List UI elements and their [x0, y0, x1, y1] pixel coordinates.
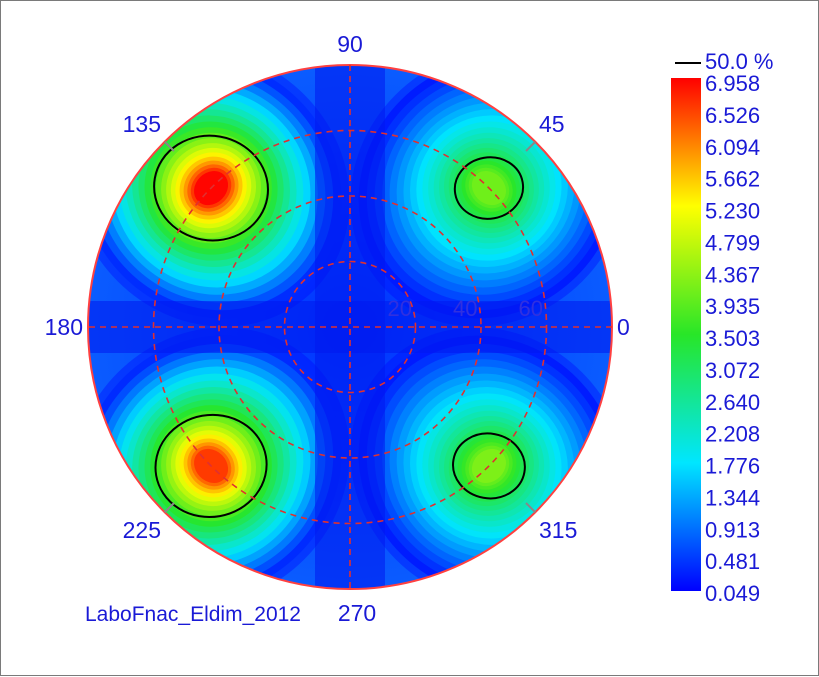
radial-label-20: 20 [388, 296, 412, 321]
grid-ring-40 [218, 195, 482, 459]
contour-225 [154, 413, 268, 519]
angle-labels: 0 45 90 135 180 225 270 315 [45, 31, 630, 626]
colorbar-tick: 0.913 [705, 517, 760, 542]
colorbar-tick: 4.367 [705, 262, 760, 287]
colorbar-tick: 3.935 [705, 294, 760, 319]
colorbar: 50.0 % 6.958 6.526 6.094 5.662 5.230 4.799 4.3… [671, 49, 774, 606]
contour-lines [153, 134, 526, 519]
colorbar-tick: 6.526 [705, 103, 760, 128]
colorbar-tick: 5.230 [705, 199, 760, 224]
contour-legend-label: 50.0 % [705, 49, 774, 74]
polar-grid [88, 65, 612, 589]
angle-label-270: 270 [338, 600, 376, 626]
angle-label-135: 135 [123, 111, 161, 137]
radial-label-60: 60 [519, 296, 543, 321]
colorbar-tick: 1.776 [705, 454, 760, 479]
angle-label-90: 90 [337, 31, 363, 57]
grid-ring-20 [283, 260, 417, 394]
grid-tick-45 [525, 141, 536, 152]
colorbar-tick: 5.662 [705, 167, 760, 192]
colorbar-tick: 1.344 [705, 485, 760, 510]
radial-label-40: 40 [453, 296, 477, 321]
grid-tick-225 [164, 502, 175, 513]
grid-ring-60 [152, 129, 548, 525]
colorbar-tick: 3.503 [705, 326, 760, 351]
angle-label-0: 0 [617, 314, 630, 340]
colorbar-gradient [671, 78, 701, 591]
contour-45 [453, 156, 525, 220]
contour-135 [153, 134, 270, 242]
angle-label-225: 225 [123, 517, 161, 543]
angle-label-180: 180 [45, 314, 83, 340]
colorbar-tick: 4.799 [705, 230, 760, 255]
contour-315 [452, 432, 526, 500]
angle-label-45: 45 [539, 111, 565, 137]
colorbar-tick: 3.072 [705, 358, 760, 383]
grid-tick-315 [525, 502, 536, 513]
grid-tick-135 [164, 141, 175, 152]
radial-labels: 20 40 60 [388, 296, 543, 321]
colorbar-tick: 2.640 [705, 390, 760, 415]
colorbar-tick: 6.958 [705, 71, 760, 96]
angle-label-315: 315 [539, 517, 577, 543]
colorbar-tick: 6.094 [705, 135, 760, 160]
source-label: LaboFnac_Eldim_2012 [85, 603, 301, 626]
colorbar-tick: 0.049 [705, 581, 760, 606]
colorbar-tick: 2.208 [705, 422, 760, 447]
colorbar-tick: 0.481 [705, 549, 760, 574]
